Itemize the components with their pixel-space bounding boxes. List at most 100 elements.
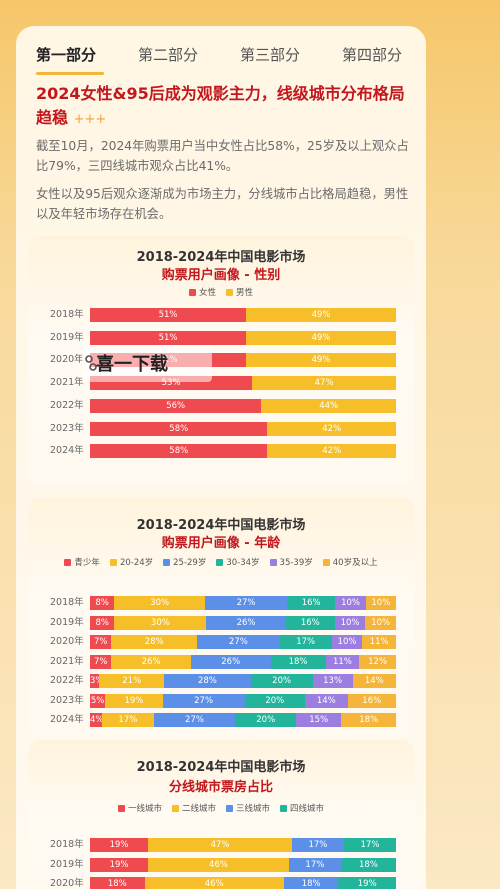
legend-label: 三线城市 [236,804,271,814]
stacked-bar: 7% 26% 26% 18% 11% 12% [90,654,396,669]
bar-segment: 17% [279,635,332,649]
chart-row: 2019年 19% 46% 17% 18% [28,857,414,872]
chart-row: 2018年 51% 49% [28,308,414,322]
legend-swatch [163,559,171,566]
tab-part-3[interactable]: 第三部分 [240,46,301,64]
bar-segment: 27% [197,635,280,649]
bar-segment: 49% [246,330,396,345]
legend-entry: 一线城市 [117,802,162,814]
bar-segment: 7% [90,635,112,649]
bar-segment: 47% [252,376,396,391]
watermark-backdrop [82,346,212,382]
bar-segment: 20% [244,693,306,708]
bar-segment: 30% [114,596,206,610]
legend-entry: 35-39岁 [269,556,313,568]
bar-segment: 20% [235,713,296,727]
legend-entry: 40岁及以上 [322,556,378,568]
bar-segment: 21% [99,674,165,688]
chart-row: 2020年 18% 46% 18% 19% [28,877,414,889]
legend-swatch [171,805,179,812]
bar-segment: 17% [102,713,154,727]
tab-part-2[interactable]: 第二部分 [138,46,199,64]
bar-segment: 17% [288,857,341,872]
bar-segment: 4% [90,713,103,727]
chart-row: 2019年 51% 49% [28,330,414,345]
chart-title: 2018-2024年中国电影市场 [136,760,306,775]
bar-segment: 26% [190,654,271,669]
year-label: 2024年 [50,714,84,725]
chart-row: 2021年 7% 26% 26% 18% 11% 12% [28,654,414,669]
year-label: 2022年 [50,399,84,411]
bar-segment: 19% [105,693,163,708]
year-label: 2018年 [50,597,84,608]
year-label: 2023年 [50,422,84,434]
legend-label: 男性 [236,288,254,298]
legend-entry: 25-29岁 [163,556,206,568]
legend-swatch [280,805,288,812]
year-label: 2020年 [50,878,84,889]
stacked-bar: 19% 46% 17% 18% [90,857,396,872]
bar-segment: 27% [162,693,245,708]
content-panel: 第一部分 第二部分 第三部分 第四部分 2024女性&95后成为观影主力，线级城… [16,26,426,889]
year-label: 2019年 [50,331,84,343]
bar-segment: 47% [148,838,292,852]
legend-label: 一线城市 [127,804,162,814]
bar-segment: 11% [362,635,396,649]
bar-segment: 44% [261,398,396,413]
legend-entry: 男性 [226,286,253,298]
chart-row: 2024年 4%17%27%20%15%18% [28,713,414,727]
chart-row: 2023年 5% 19% 27% 20% 14% 16% [28,693,414,708]
bar-segment: 27% [205,596,287,610]
bar-segment: 15% [296,713,342,727]
bar-segment: 8% [90,615,115,630]
legend-swatch [109,559,117,566]
bar-segment: 18% [340,857,396,872]
chart-row: 2022年 56% 44% [28,398,414,413]
chart-legend: 女性 男性 [28,286,414,298]
chart-row: 2020年 7% 28% 27% 17% 10% 11% [28,635,414,649]
headline-mark: +++ [73,112,107,127]
legend-swatch [226,805,233,812]
gender-chart-card: 2018-2024年中国电影市场 购票用户画像 - 性别 女性 男性 2018年 51% 4… [28,236,414,486]
insight-paragraph: 女性以及95后观众逐渐成为市场主力，分线城市占比格局趋稳，男性以及年轻市场存在机… [36,187,409,221]
stacked-bar: 51%49% [90,308,396,322]
chart-subtitle: 购票用户画像 - 性别 [161,268,281,283]
bar-segment: 26% [111,654,191,669]
headline-text: 2024女性&95后成为观影主力，线级城市分布格局趋稳 [36,84,405,127]
legend-label: 二线城市 [181,804,216,814]
stacked-bar: 3%21%28%20%13%14% [90,674,396,688]
bar-segment: 28% [111,635,198,649]
stacked-bar: 4%17%27%20%15%18% [90,713,396,727]
bar-segment: 5% [90,693,106,708]
chart-row: 2019年 8% 30% 26% 16% 10% 10% [28,615,414,630]
chart-legend: 青少年 20-24岁 25-29岁 30-34岁 35-39岁 40岁及以上 [28,556,414,568]
legend-entry: 青少年 [64,556,100,568]
bar-segment: 10% [335,596,366,610]
tab-part-1[interactable]: 第一部分 [36,46,97,64]
chart-title: 2018-2024年中国电影市场 [136,518,306,533]
bar-segment: 7% [90,654,112,669]
active-tab-indicator [36,72,104,75]
watermark-link-icon [85,355,97,371]
bar-segment: 46% [148,857,289,872]
bar-segment: 51% [90,308,247,322]
bar-segment: 10% [365,596,396,610]
year-label: 2021年 [50,655,84,667]
year-label: 2022年 [50,675,84,686]
bar-segment: 17% [343,838,396,852]
tab-part-4[interactable]: 第四部分 [342,46,403,64]
bar-segment: 56% [90,398,262,413]
stacked-bar: 58% 42% [90,444,396,459]
bar-segment: 12% [359,654,396,669]
bar-segment: 17% [291,838,344,852]
chart-row: 2022年 3%21%28%20%13%14% [28,674,414,688]
legend-swatch [322,559,330,566]
summary-paragraph: 截至10月，2024年购票用户当中女性占比58%，25岁及以上观众占比79%，三… [36,139,409,173]
bar-segment: 19% [90,857,149,872]
bar-segment: 16% [286,596,336,610]
stacked-bar: 8% 30% 27% 16% 10% 10% [90,596,396,610]
bar-segment: 51% [90,330,247,345]
legend-swatch [269,559,277,566]
stacked-bar: 58% 42% [90,421,396,436]
year-label: 2019年 [50,858,84,870]
